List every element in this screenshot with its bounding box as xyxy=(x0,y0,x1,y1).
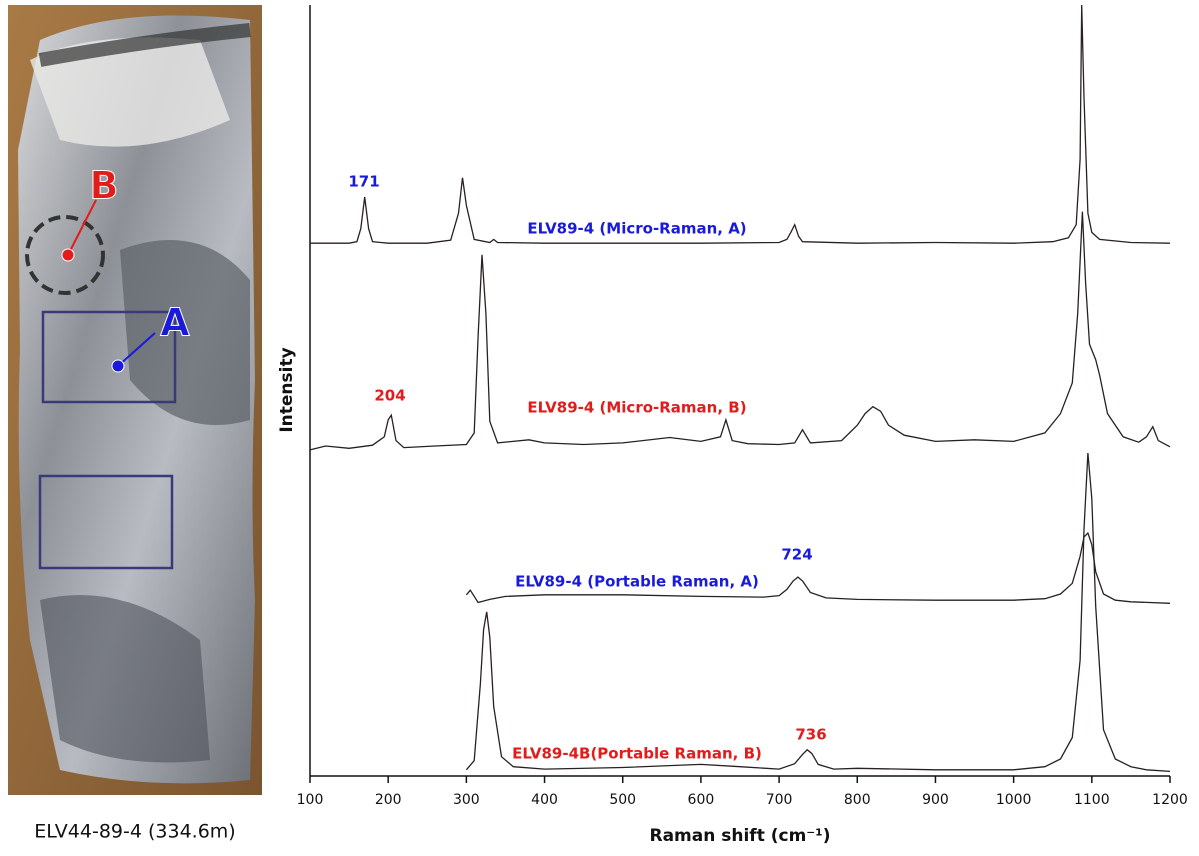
x-tick-label: 100 xyxy=(297,792,324,808)
series-label: ELV89-4 (Micro-Raman, B) xyxy=(527,399,746,417)
spectrum-line xyxy=(310,4,1171,244)
x-tick-label: 800 xyxy=(844,792,871,808)
x-tick-label: 300 xyxy=(453,792,480,808)
peak-label: 204 xyxy=(374,387,405,405)
spectrum-line xyxy=(465,452,1171,773)
x-tick-label: 400 xyxy=(531,792,558,808)
marker-label: B xyxy=(90,164,119,208)
spectrum-line xyxy=(309,211,1171,451)
photo-caption: ELV44-89-4 (334.6m) xyxy=(34,821,235,843)
core-photo: B A xyxy=(8,5,262,795)
peak-label: 724 xyxy=(781,546,812,564)
x-tick-label: 500 xyxy=(609,792,636,808)
x-tick-label: 200 xyxy=(375,792,402,808)
peak-label: 171 xyxy=(348,173,379,191)
x-tick-label: 600 xyxy=(688,792,715,808)
marker-label: A xyxy=(160,301,190,345)
peak-label: 736 xyxy=(795,726,826,744)
x-tick-label: 1000 xyxy=(996,792,1032,808)
spectrum-line xyxy=(465,531,1171,604)
x-tick-label: 900 xyxy=(922,792,949,808)
x-axis-title: Raman shift (cm⁻¹) xyxy=(649,826,830,846)
series-label: ELV89-4B(Portable Raman, B) xyxy=(512,745,762,763)
series-label: ELV89-4 (Micro-Raman, A) xyxy=(527,220,746,238)
x-tick-label: 1200 xyxy=(1152,792,1188,808)
series-label: ELV89-4 (Portable Raman, A) xyxy=(515,573,759,591)
x-tick-label: 700 xyxy=(766,792,793,808)
y-axis-title: Intensity xyxy=(277,347,297,432)
x-tick-label: 1100 xyxy=(1074,792,1110,808)
